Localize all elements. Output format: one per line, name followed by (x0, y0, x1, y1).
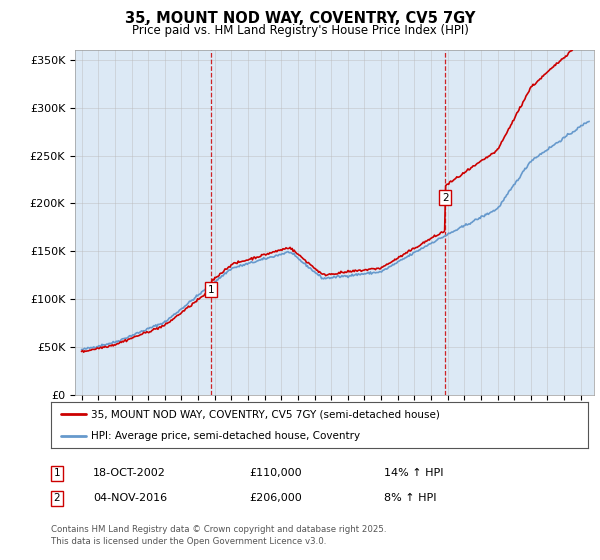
Text: 35, MOUNT NOD WAY, COVENTRY, CV5 7GY: 35, MOUNT NOD WAY, COVENTRY, CV5 7GY (125, 11, 475, 26)
Text: Price paid vs. HM Land Registry's House Price Index (HPI): Price paid vs. HM Land Registry's House … (131, 24, 469, 36)
Text: 35, MOUNT NOD WAY, COVENTRY, CV5 7GY (semi-detached house): 35, MOUNT NOD WAY, COVENTRY, CV5 7GY (se… (91, 410, 440, 420)
Text: 04-NOV-2016: 04-NOV-2016 (93, 493, 167, 503)
Text: 8% ↑ HPI: 8% ↑ HPI (384, 493, 437, 503)
Text: Contains HM Land Registry data © Crown copyright and database right 2025.
This d: Contains HM Land Registry data © Crown c… (51, 525, 386, 546)
Text: 1: 1 (208, 284, 215, 295)
Text: HPI: Average price, semi-detached house, Coventry: HPI: Average price, semi-detached house,… (91, 431, 361, 441)
Text: 2: 2 (442, 193, 448, 203)
Text: 18-OCT-2002: 18-OCT-2002 (93, 468, 166, 478)
Text: 1: 1 (53, 468, 61, 478)
Text: £206,000: £206,000 (249, 493, 302, 503)
Text: 14% ↑ HPI: 14% ↑ HPI (384, 468, 443, 478)
Text: £110,000: £110,000 (249, 468, 302, 478)
Text: 2: 2 (53, 493, 61, 503)
